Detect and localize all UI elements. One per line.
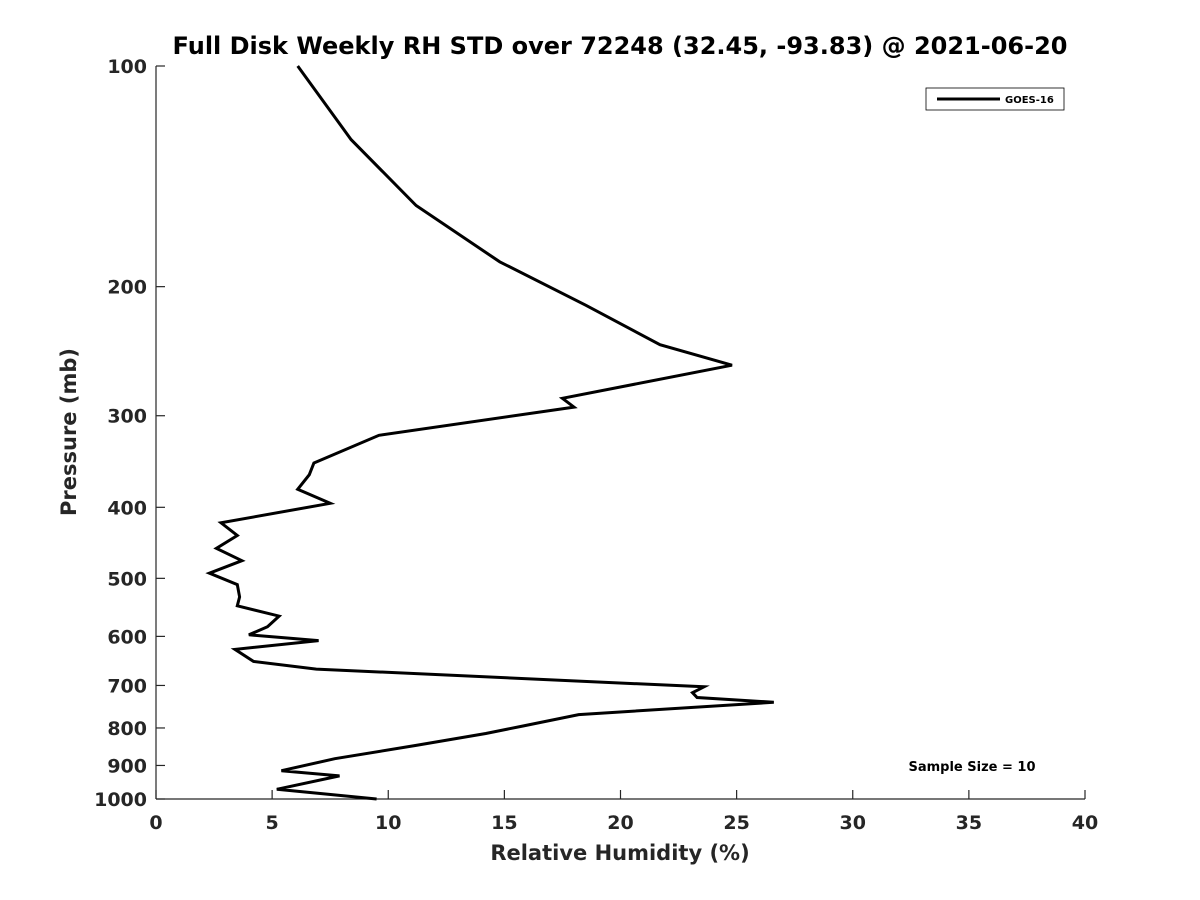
x-axis-label: Relative Humidity (%) xyxy=(490,841,749,865)
x-tick-label: 5 xyxy=(266,812,279,834)
x-tick-label: 0 xyxy=(149,812,162,834)
y-tick-label: 400 xyxy=(107,497,147,519)
legend[interactable]: GOES-16 xyxy=(925,87,1065,111)
y-tick-label: 1000 xyxy=(94,789,147,811)
legend-entry-goes-16: GOES-16 xyxy=(1005,95,1054,106)
x-tick-label: 30 xyxy=(840,812,866,834)
series-layer xyxy=(205,65,774,801)
series-line-goes-16[interactable] xyxy=(205,65,774,801)
x-tick-label: 35 xyxy=(956,812,982,834)
y-tick-label: 300 xyxy=(107,406,147,428)
y-ticks: 100 200 300 400 500 600 700 800 900 1000 xyxy=(94,56,165,811)
y-tick-label: 800 xyxy=(107,718,147,740)
y-axis-label: Pressure (mb) xyxy=(57,348,81,516)
y-tick-label: 700 xyxy=(107,675,147,697)
y-tick-label: 900 xyxy=(107,755,147,777)
y-tick-label: 500 xyxy=(107,568,147,590)
x-tick-label: 25 xyxy=(723,812,749,834)
axes xyxy=(155,66,1085,800)
chart-title: Full Disk Weekly RH STD over 72248 (32.4… xyxy=(173,32,1068,60)
x-tick-label: 15 xyxy=(491,812,517,834)
x-tick-label: 20 xyxy=(607,812,633,834)
x-tick-label: 40 xyxy=(1072,812,1098,834)
sample-size-annotation: Sample Size = 10 xyxy=(908,760,1035,775)
x-tick-label: 10 xyxy=(375,812,401,834)
y-tick-label: 100 xyxy=(107,56,147,78)
y-tick-label: 200 xyxy=(107,277,147,299)
x-ticks: 0 5 10 15 20 25 30 35 40 xyxy=(149,790,1098,834)
y-tick-label: 600 xyxy=(107,626,147,648)
